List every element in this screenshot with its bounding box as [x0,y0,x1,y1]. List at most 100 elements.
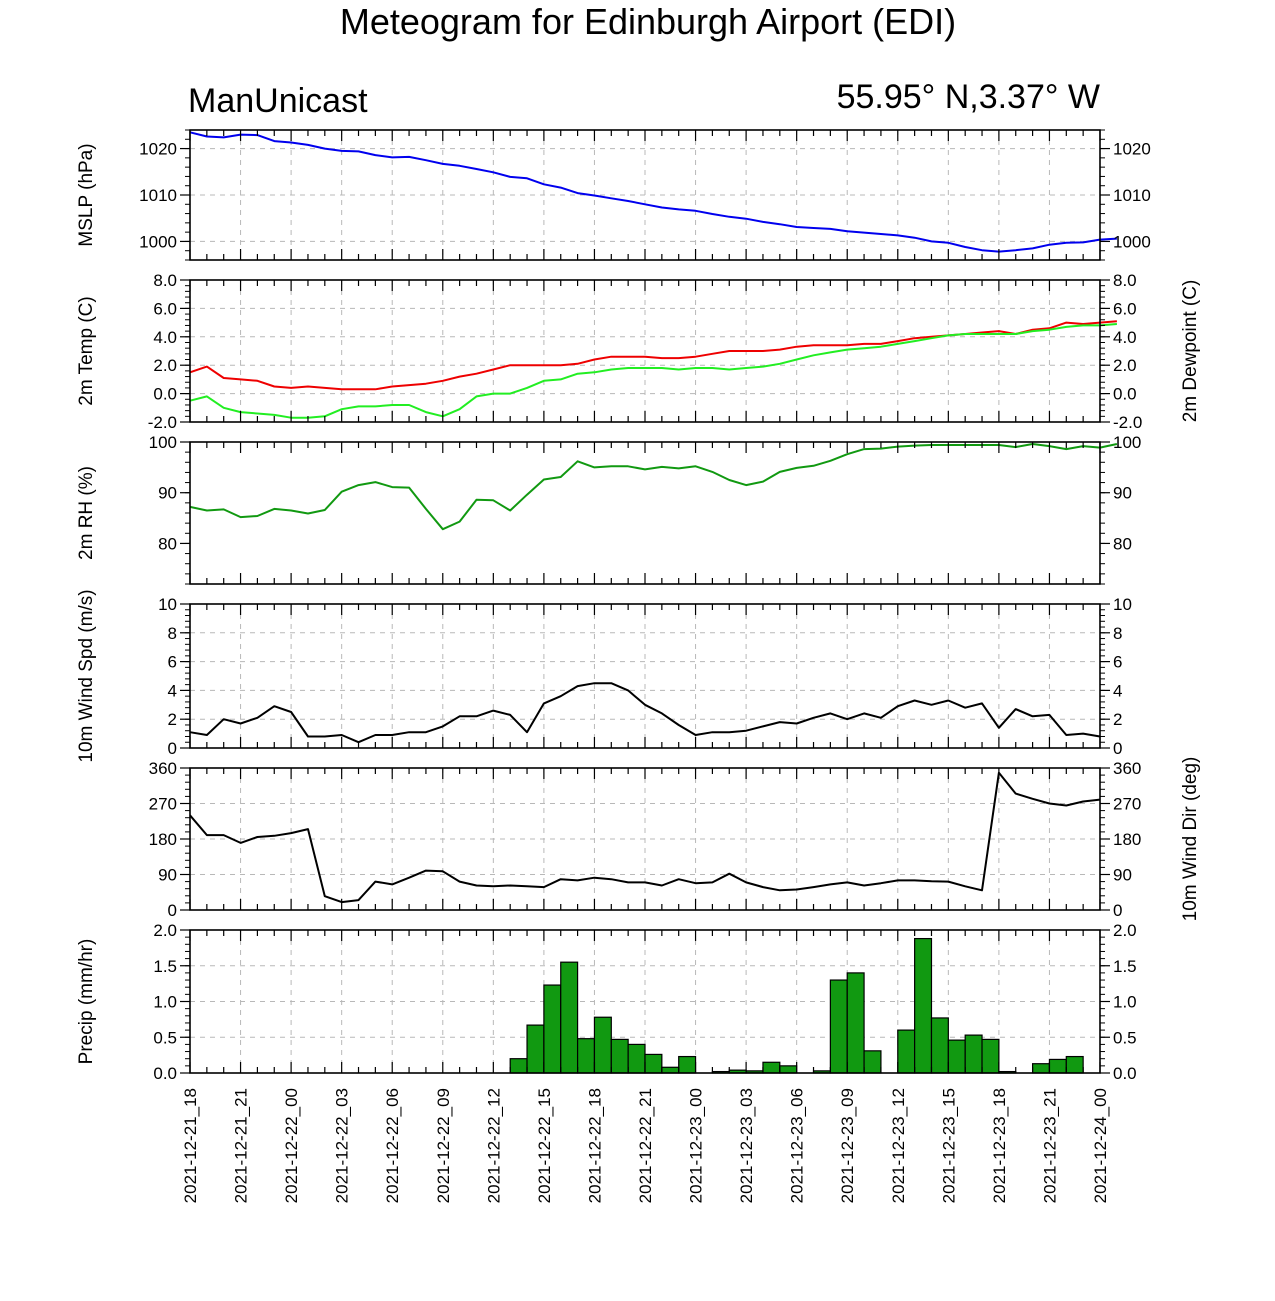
x-tick-label: 2021-12-24_00 [1091,1088,1110,1203]
x-tick-label: 2021-12-23_09 [838,1088,857,1203]
x-tick-label: 2021-12-23_15 [939,1088,958,1203]
x-tick-label: 2021-12-22_18 [585,1088,604,1203]
precip-bar [897,1029,916,1074]
y-axis-title-right: 2m Dewpoint (C) [1180,280,1201,423]
y-tick-label: 0.5 [153,1028,177,1047]
y-tick-label: 4 [1113,681,1122,700]
y-tick-label: 80 [1113,534,1132,553]
y-tick-label: -2.0 [1113,413,1142,432]
y-tick-label: 270 [149,795,177,814]
x-tick-label: 2021-12-22_21 [636,1088,655,1203]
precip-bar [509,1058,528,1074]
y-tick-label: 6.0 [153,299,177,318]
y-tick-label: 100 [1113,433,1141,452]
precip-bar [661,1066,680,1074]
panel-frame [189,441,1101,585]
precip-bar [1065,1055,1084,1074]
y-tick-label: 90 [1113,866,1132,885]
x-axis-labels: 2021-12-21_18 2021-12-21_21 2021-12-22_00 2… [181,1088,1110,1203]
y-tick-label: 2 [168,710,177,729]
y-tick-label: 360 [1113,759,1141,778]
precip-bar [863,1050,882,1074]
temp-series-1 [189,323,1117,419]
precip-bar [930,1017,949,1074]
panel-temp: -2.0 -2.0 0.0 0.0 2.0 2.0 4.0 4.0 6.0 6.0 8.0 8.0 2m… [76,271,1201,432]
y-axis-title: MSLP (hPa) [76,143,97,246]
y-axis-title: 2m Temp (C) [76,296,97,405]
y-tick-label: 4.0 [153,328,177,347]
y-tick-label: 0 [1113,739,1122,758]
precip-bar [576,1038,596,1074]
y-tick-label: 8 [168,624,177,643]
y-tick-label: 1.5 [1113,957,1137,976]
y-tick-label: 1020 [139,140,177,159]
precip-bar [543,984,562,1074]
precip-bar [964,1034,983,1074]
y-tick-label: 2 [1113,710,1122,729]
y-tick-label: 1.0 [1113,993,1137,1012]
precip-bar [1048,1058,1067,1074]
y-tick-label: 2.0 [1113,356,1137,375]
y-tick-label: 0 [1113,901,1122,920]
x-tick-label: 2021-12-21_18 [181,1088,200,1203]
y-tick-label: 0 [168,739,177,758]
x-tick-label: 2021-12-22_03 [333,1088,352,1203]
x-tick-label: 2021-12-22_00 [282,1088,301,1203]
model-name: ManUnicast [188,82,368,120]
x-tick-label: 2021-12-23_00 [687,1088,706,1203]
location-label: 55.95° N,3.37° W [837,78,1100,116]
y-tick-label: 360 [149,759,177,778]
y-tick-label: -2.0 [148,413,177,432]
y-tick-label: 0.0 [1113,385,1137,404]
x-tick-label: 2021-12-23_06 [788,1088,807,1203]
wspd-series-0 [189,682,1101,744]
precip-bar [947,1039,966,1074]
y-tick-label: 0.5 [1113,1028,1137,1047]
y-tick-label: 1.0 [153,993,177,1012]
precip-bar [1031,1063,1051,1074]
panel-mslp: 1000 1000 1010 1010 1020 1020 MSLP (hPa) [76,129,1151,261]
x-tick-label: 2021-12-21_21 [232,1088,251,1203]
y-tick-label: 10 [158,595,177,614]
panel-rh: 80 80 90 90 100 100 2m RH (%) [76,433,1141,585]
y-axis-title-right: 10m Wind Dir (deg) [1180,757,1201,922]
rh-series-0 [189,443,1118,531]
x-tick-label: 2021-12-23_21 [1040,1088,1059,1203]
y-axis-title: 2m RH (%) [76,466,97,560]
y-tick-label: 1020 [1113,140,1151,159]
x-tick-label: 2021-12-22_12 [484,1088,503,1203]
panel-precip: 0.0 0.0 0.5 0.5 1.0 1.0 1.5 1.5 2.0 2.0 Precip (mm… [76,921,1137,1083]
precip-bar [762,1061,781,1074]
x-tick-label: 2021-12-23_03 [737,1088,756,1203]
y-tick-label: 10 [1113,595,1132,614]
precip-bar [610,1038,629,1074]
precip-bar [829,979,848,1074]
x-tick-label: 2021-12-23_18 [990,1088,1009,1203]
y-tick-label: 180 [149,830,177,849]
precip-bar [779,1065,798,1074]
precip-bar [846,972,865,1074]
y-tick-label: 100 [149,433,177,452]
y-tick-label: 6 [168,653,177,672]
mslp-series-0 [189,131,1117,253]
y-tick-label: 2.0 [1113,921,1137,940]
y-tick-label: 4 [168,681,177,700]
y-tick-label: 4.0 [1113,328,1137,347]
x-tick-label: 2021-12-22_06 [383,1088,402,1203]
y-tick-label: 0.0 [153,385,177,404]
precip-bar [981,1038,1000,1074]
temp-series-0 [189,320,1117,391]
y-tick-label: 90 [158,484,177,503]
y-tick-label: 180 [1113,830,1141,849]
y-tick-label: 90 [158,866,177,885]
y-tick-label: 1010 [1113,186,1151,205]
precip-bar [526,1024,545,1074]
y-tick-label: 2.0 [153,921,177,940]
y-tick-label: 80 [158,534,177,553]
y-axis-title: Precip (mm/hr) [76,939,97,1065]
y-axis-title: 10m Wind Spd (m/s) [76,589,97,762]
y-tick-label: 1000 [139,232,177,251]
y-tick-label: 0.0 [153,1064,177,1083]
x-tick-label: 2021-12-22_09 [434,1088,453,1203]
